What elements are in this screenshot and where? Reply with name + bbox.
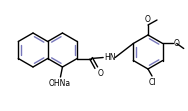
Text: O: O xyxy=(97,68,103,77)
Text: Cl: Cl xyxy=(148,78,156,87)
Text: OHNa: OHNa xyxy=(48,79,70,88)
Text: HN: HN xyxy=(104,53,116,62)
Text: O: O xyxy=(145,15,151,24)
Text: O: O xyxy=(174,39,180,48)
